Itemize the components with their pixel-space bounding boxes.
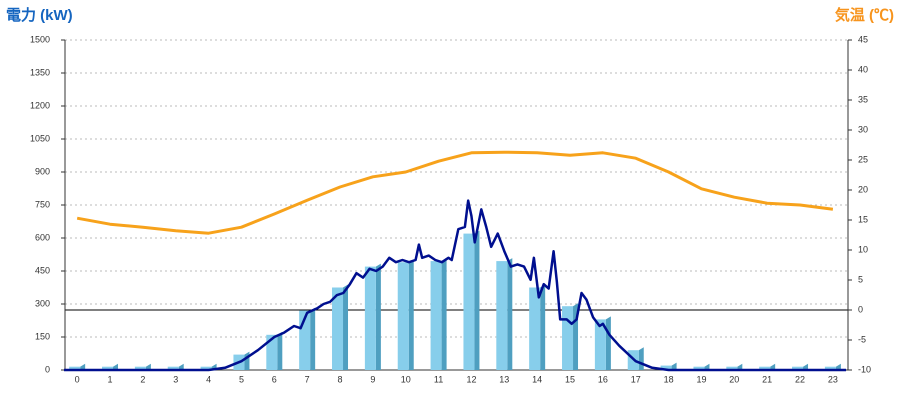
bar — [594, 319, 606, 370]
y2-tick-label: -5 — [858, 334, 866, 344]
y2-tick-label: 10 — [858, 244, 868, 254]
y-axis-title: 電力 (kW) — [6, 6, 73, 24]
bar-side — [113, 363, 119, 370]
bar — [496, 261, 508, 370]
y-tick-label: 300 — [35, 298, 50, 308]
bar-side — [671, 362, 677, 370]
bar-side — [408, 259, 414, 370]
bar — [69, 366, 81, 370]
y-tick-label: 600 — [35, 232, 50, 242]
bar-side — [343, 284, 349, 370]
y-tick-label: 1350 — [30, 67, 50, 77]
bar-side — [737, 363, 743, 370]
x-tick-label: 1 — [108, 374, 113, 384]
y2-tick-label: 35 — [858, 94, 868, 104]
bar-side — [507, 258, 513, 370]
y-tick-label: 450 — [35, 265, 50, 275]
bar — [430, 261, 442, 370]
x-tick-label: 22 — [795, 374, 805, 384]
bar-side — [375, 263, 381, 370]
bar — [726, 366, 738, 370]
x-tick-label: 3 — [173, 374, 178, 384]
bar-side — [178, 363, 184, 370]
x-tick-label: 14 — [532, 374, 542, 384]
bar — [529, 287, 541, 370]
y-tick-label: 1050 — [30, 133, 50, 143]
x-tick-label: 19 — [696, 374, 706, 384]
bar-side — [605, 316, 611, 370]
y-tick-label: 0 — [45, 364, 50, 374]
x-tick-label: 5 — [239, 374, 244, 384]
bar-side — [835, 363, 841, 370]
bar — [562, 306, 574, 370]
x-tick-label: 7 — [305, 374, 310, 384]
y-tick-label: 750 — [35, 199, 50, 209]
y2-tick-label: -10 — [858, 364, 871, 374]
bar — [134, 366, 146, 370]
bar — [200, 366, 212, 370]
x-tick-label: 18 — [664, 374, 674, 384]
x-tick-label: 23 — [828, 374, 838, 384]
bar-side — [441, 258, 447, 370]
x-tick-label: 9 — [370, 374, 375, 384]
x-tick-label: 20 — [729, 374, 739, 384]
y2-tick-label: 0 — [858, 304, 863, 314]
power-line — [64, 199, 847, 372]
bar — [167, 366, 179, 370]
bar-side — [704, 363, 710, 370]
bar — [759, 366, 771, 370]
y2-tick-label: 45 — [858, 34, 868, 44]
y2-tick-label: 5 — [858, 274, 863, 284]
bar — [463, 233, 475, 370]
y2-tick-label: 25 — [858, 154, 868, 164]
bar — [332, 287, 344, 370]
temperature-line — [76, 150, 834, 235]
bar — [693, 366, 705, 370]
x-tick-label: 10 — [401, 374, 411, 384]
bar — [266, 334, 278, 370]
bar — [792, 366, 804, 370]
bar — [824, 366, 836, 370]
x-tick-label: 15 — [565, 374, 575, 384]
bar — [299, 310, 311, 370]
x-tick-label: 6 — [272, 374, 277, 384]
y-tick-label: 1500 — [30, 34, 50, 44]
y-tick-label: 1200 — [30, 100, 50, 110]
bar-side — [638, 347, 644, 370]
x-tick-label: 12 — [466, 374, 476, 384]
bar-side — [244, 351, 250, 370]
x-tick-label: 4 — [206, 374, 211, 384]
bar-side — [277, 331, 283, 370]
bar-side — [310, 307, 316, 370]
bar-side — [540, 284, 546, 370]
bar — [397, 262, 409, 370]
y2-axis-title: 気温 (℃) — [835, 6, 894, 24]
y-tick-label: 150 — [35, 331, 50, 341]
bar-side — [474, 230, 480, 370]
bar — [364, 266, 376, 370]
bar — [102, 366, 114, 370]
bar-side — [145, 363, 151, 370]
x-tick-label: 16 — [598, 374, 608, 384]
y2-tick-label: 30 — [858, 124, 868, 134]
x-tick-label: 13 — [499, 374, 509, 384]
x-tick-label: 21 — [762, 374, 772, 384]
y2-tick-label: 20 — [858, 184, 868, 194]
x-tick-label: 2 — [140, 374, 145, 384]
x-tick-label: 17 — [631, 374, 641, 384]
bar-side — [803, 363, 809, 370]
x-tick-label: 8 — [338, 374, 343, 384]
x-tick-label: 11 — [434, 374, 443, 384]
y-tick-label: 900 — [35, 166, 50, 176]
y2-tick-label: 40 — [858, 64, 868, 74]
y2-tick-label: 15 — [858, 214, 868, 224]
x-tick-label: 0 — [75, 374, 80, 384]
bar-side — [770, 363, 776, 370]
bar-side — [80, 363, 86, 370]
bar — [660, 365, 672, 370]
